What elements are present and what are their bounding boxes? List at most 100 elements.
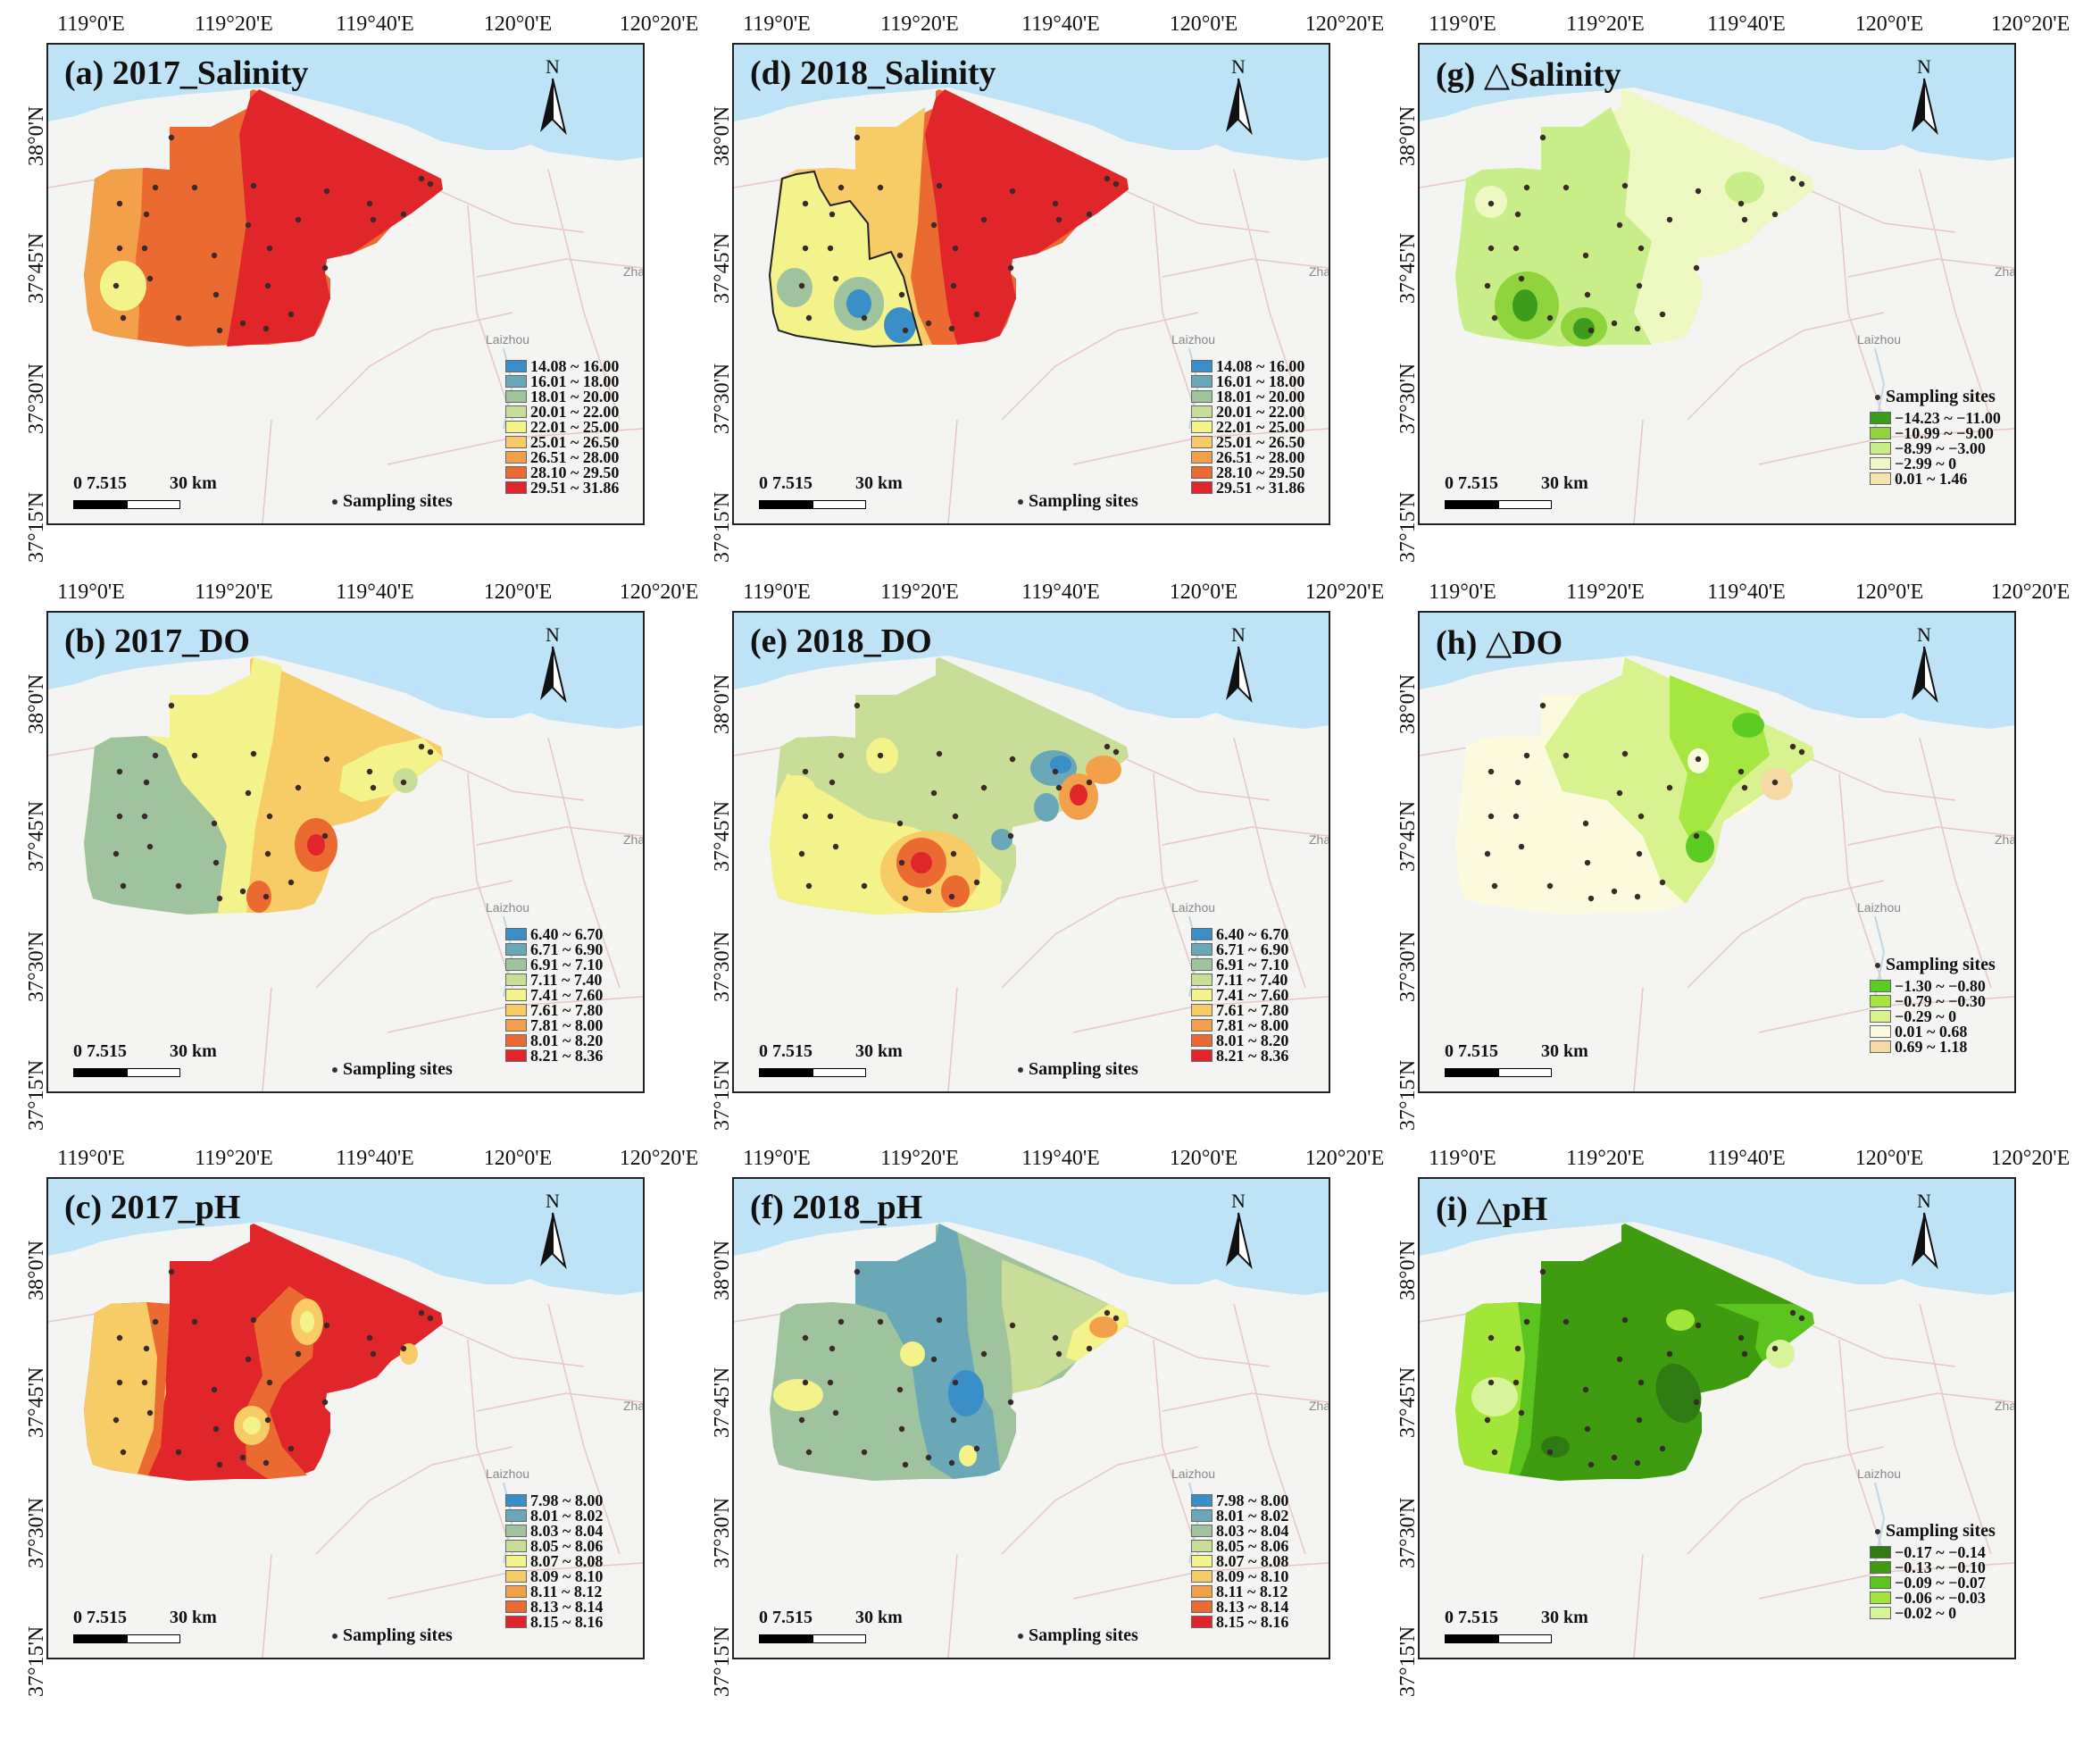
lat-tick-label: 37°30'N bbox=[1396, 931, 1420, 1002]
sampling-site bbox=[152, 1318, 159, 1325]
sampling-sites-legend: Sampling sites bbox=[1875, 387, 2014, 410]
scale-numbers: 0 7.515 bbox=[759, 473, 812, 493]
scale-units: 30 km bbox=[855, 1041, 903, 1061]
sampling-site bbox=[1086, 211, 1093, 218]
road-network bbox=[48, 169, 643, 523]
legend-item: 28.10 ~ 29.50 bbox=[502, 464, 641, 481]
sampling-site bbox=[877, 1318, 884, 1325]
legend-item: 20.01 ~ 22.00 bbox=[1188, 403, 1327, 421]
legend-item: −8.99 ~ −3.00 bbox=[1866, 439, 2005, 457]
sampling-site bbox=[1738, 1334, 1745, 1341]
zone-8.13-8.14 bbox=[138, 1302, 170, 1475]
sampling-site bbox=[120, 882, 127, 890]
scale-segment bbox=[127, 1068, 180, 1077]
sampling-site bbox=[1518, 275, 1525, 282]
sampling-site bbox=[1518, 843, 1525, 850]
sampling-site bbox=[295, 1350, 302, 1358]
lon-tick-label: 119°20'E bbox=[1566, 1147, 1645, 1170]
legend-swatch bbox=[1870, 1561, 1891, 1574]
legend-item: 7.81 ~ 8.00 bbox=[502, 1016, 641, 1034]
sampling-site bbox=[211, 820, 218, 827]
map-panel-b: 119°0'E 119°20'E 119°40'E 120°0'E 120°20'E 38… bbox=[11, 575, 698, 1131]
legend-item: 25.01 ~ 26.50 bbox=[1188, 433, 1327, 451]
legend-swatch bbox=[1191, 1585, 1212, 1598]
sampling-site bbox=[1052, 1334, 1059, 1341]
legend-item: −1.30 ~ −0.80 bbox=[1866, 977, 2005, 995]
site-dot-icon bbox=[1018, 1067, 1023, 1074]
legend-item: −0.29 ~ 0 bbox=[1866, 1007, 2005, 1025]
sampling-site bbox=[798, 282, 805, 289]
map-frame: Laizhou Zha (f) 2018_pH N 7.98 ~ 8.00 8.01 ~ … bbox=[732, 1177, 1330, 1659]
sampling-site bbox=[1771, 211, 1779, 218]
latitude-axis: 38°0'N 37°45'N 37°30'N 37°15'N bbox=[11, 43, 48, 563]
legend-swatch bbox=[1191, 451, 1212, 464]
lat-tick-label: 37°30'N bbox=[1396, 363, 1420, 434]
lon-tick-label: 119°40'E bbox=[336, 13, 414, 36]
sampling-site bbox=[1738, 200, 1745, 207]
sampling-site bbox=[854, 134, 861, 141]
sampling-site bbox=[1512, 1379, 1520, 1386]
north-arrow-icon: N bbox=[535, 1190, 571, 1270]
longitude-axis: 119°0'E 119°20'E 119°40'E 120°0'E 120°20'E bbox=[696, 7, 1384, 43]
sampling-site bbox=[1584, 859, 1591, 866]
sampling-site bbox=[175, 1449, 182, 1456]
scale-bar: 0 7.515 30 km bbox=[1445, 473, 1588, 509]
legend-label: 22.01 ~ 25.00 bbox=[530, 418, 620, 436]
sampling-site bbox=[1523, 752, 1530, 759]
scale-segment bbox=[73, 1068, 127, 1077]
sampling-site bbox=[827, 813, 834, 820]
legend-swatch bbox=[505, 466, 527, 479]
lon-tick-label: 120°20'E bbox=[619, 1147, 699, 1170]
legend-label: 0.01 ~ 1.46 bbox=[1895, 470, 1968, 488]
legend-swatch bbox=[1191, 466, 1212, 479]
scale-segment bbox=[759, 1068, 812, 1077]
legend-label: 16.01 ~ 18.00 bbox=[1216, 372, 1305, 390]
longitude-axis: 119°0'E 119°20'E 119°40'E 120°0'E 120°20'E bbox=[1382, 1141, 2070, 1177]
legend-swatch bbox=[505, 1004, 527, 1016]
legend-item: 0.01 ~ 1.46 bbox=[1866, 470, 2005, 488]
legend-swatch bbox=[1191, 1034, 1212, 1047]
sampling-site bbox=[427, 748, 434, 756]
sampling-site bbox=[143, 211, 150, 218]
panel-title-text: (e) 2018_DO bbox=[750, 623, 932, 660]
sites-label: Sampling sites bbox=[1029, 1625, 1138, 1645]
zone-8.07-8.08 bbox=[773, 1379, 823, 1411]
zone-7.98-8.00 bbox=[948, 1370, 984, 1416]
panel-title: (e) 2018_DO bbox=[750, 622, 932, 661]
north-arrow-icon: N bbox=[535, 623, 571, 704]
map-frame: Laizhou Zha (h) △DO N Sampling sites −1.30 ~ … bbox=[1418, 611, 2016, 1093]
legend-item: 18.01 ~ 20.00 bbox=[1188, 388, 1327, 405]
sampling-site bbox=[1052, 200, 1059, 207]
scale-bar: 0 7.515 30 km bbox=[73, 1608, 217, 1643]
zone-7.8-8.0 bbox=[1086, 756, 1121, 784]
lon-tick-label: 119°20'E bbox=[1566, 13, 1645, 36]
north-arrow-icon: N bbox=[535, 55, 571, 136]
sampling-site bbox=[896, 252, 904, 259]
city-label: Laizhou bbox=[1171, 900, 1216, 915]
sampling-site bbox=[1484, 850, 1491, 857]
sampling-site bbox=[116, 1379, 123, 1386]
panel-title: (b) 2017_DO bbox=[64, 622, 250, 661]
legend-item: 6.71 ~ 6.90 bbox=[1188, 940, 1327, 958]
legend-label: 6.71 ~ 6.90 bbox=[530, 940, 604, 958]
lat-tick-label: 38°0'N bbox=[1396, 673, 1420, 734]
legend-item: −0.13 ~ −0.10 bbox=[1866, 1558, 2005, 1576]
legend-item: 8.01 ~ 8.02 bbox=[1188, 1507, 1327, 1525]
zone-29-31 bbox=[925, 89, 1129, 345]
scale-numbers: 0 7.515 bbox=[759, 1041, 812, 1061]
sampling-site bbox=[805, 882, 812, 890]
legend-label: 6.40 ~ 6.70 bbox=[530, 925, 604, 943]
sampling-site bbox=[370, 216, 377, 223]
scale-numbers: 0 7.515 bbox=[73, 1041, 127, 1061]
sampling-site bbox=[1112, 1315, 1120, 1322]
sampling-site bbox=[1514, 211, 1521, 218]
sampling-site bbox=[838, 1318, 845, 1325]
zone-neg9-3 bbox=[1725, 171, 1764, 204]
sampling-site bbox=[216, 1461, 223, 1468]
sampling-site bbox=[211, 1386, 218, 1393]
legend-swatch bbox=[1870, 1040, 1891, 1053]
sampling-site bbox=[1798, 1315, 1805, 1322]
legend-swatch bbox=[505, 1034, 527, 1047]
legend-item: −10.99 ~ −9.00 bbox=[1866, 424, 2005, 442]
zone-neg0.02-0 bbox=[1766, 1340, 1795, 1368]
